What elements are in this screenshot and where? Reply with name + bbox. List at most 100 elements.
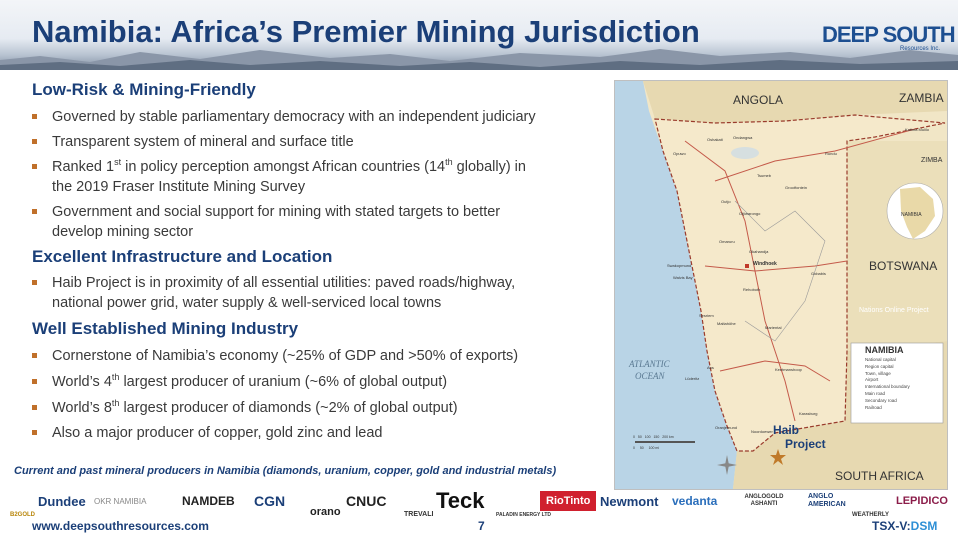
logo-b2gold: B2GOLD xyxy=(10,512,36,518)
map-legend-box xyxy=(850,342,944,424)
logo-okr-namibia: OKR NAMIBIA xyxy=(94,496,147,506)
legend-item: National capital xyxy=(865,357,896,362)
scale-labels-km: 0 50 100 150 200 km xyxy=(633,435,674,439)
header-banner: Namibia: Africa’s Premier Mining Jurisdi… xyxy=(0,0,958,70)
secondary-road xyxy=(734,200,826,342)
legend-item: Railroad xyxy=(865,404,882,410)
logo-lepidico: LEPIDICO xyxy=(896,495,948,507)
haib-project-star-icon xyxy=(770,449,786,465)
logo-orano: orano xyxy=(310,506,341,518)
logo-teck: Teck xyxy=(436,488,485,513)
angola-region xyxy=(643,81,947,123)
bullet-text: Ranked 1st in policy perception amongst … xyxy=(52,157,526,175)
legend-item: Airport xyxy=(865,377,879,383)
company-logo-sub: Resources Inc. xyxy=(900,46,941,52)
city-label: Rundu xyxy=(825,151,837,156)
logo-cgn: CGN xyxy=(254,493,286,509)
city-label: Okahandja xyxy=(749,249,769,254)
city-label: Oshakati xyxy=(707,137,723,142)
city-label: Rehoboth xyxy=(743,287,761,292)
bullet-marker xyxy=(32,164,37,169)
bullet-marker xyxy=(32,139,37,144)
label-south-africa: SOUTH AFRICA xyxy=(835,469,924,483)
label-angola: ANGOLA xyxy=(733,93,784,107)
legend-title: NAMIBIA xyxy=(865,345,904,355)
logo-weatherly: WEATHERLY xyxy=(852,512,890,518)
company-logo: DEEP SOUTH xyxy=(822,22,956,47)
city-label: Ondangwa xyxy=(733,135,753,140)
logo-anglogold: ANGLOGOLD ASHANTI xyxy=(744,494,784,507)
label-project: Project xyxy=(785,437,826,451)
bullet-text: Government and social support for mining… xyxy=(52,204,501,220)
compass-rose-icon xyxy=(717,455,737,475)
legend-list: National capital Region capital Town, vi… xyxy=(865,357,910,411)
logo-riotinto: RioTinto xyxy=(540,491,597,511)
city-label: Grootfontein xyxy=(785,185,808,190)
bullet-text: World’s 8th largest producer of diamonds… xyxy=(52,398,458,416)
producers-caption: Current and past mineral producers in Na… xyxy=(14,465,557,477)
legend-item: Main road xyxy=(865,390,886,396)
main-road xyxy=(714,128,916,182)
scale-bar xyxy=(635,441,695,443)
label-zambia: ZAMBIA xyxy=(899,91,944,105)
stock-ticker: TSX-V:DSM xyxy=(872,519,938,533)
city-label: Keetmanshoop xyxy=(775,367,802,372)
atlantic-ocean xyxy=(615,81,737,489)
botswana-region xyxy=(847,141,947,351)
city-label: Outjo xyxy=(721,199,731,204)
bullet-marker xyxy=(32,280,37,285)
etosha-pan xyxy=(731,147,759,159)
label-ocean: OCEAN xyxy=(635,371,665,381)
main-road xyxy=(704,260,848,272)
bullet-marker xyxy=(32,405,37,410)
label-atlantic: ATLANTIC xyxy=(629,359,670,369)
page-number: 7 xyxy=(478,519,485,533)
city-label: Oranjemund xyxy=(715,425,738,430)
city-label: Omaruru xyxy=(719,239,735,244)
city-label: Mariental xyxy=(765,325,782,330)
africa-shape xyxy=(900,187,935,239)
city-label: Otjiwarongo xyxy=(739,211,761,216)
producer-logos-row: B2GOLD Dundee OKR NAMIBIA NAMDEB CGN ora… xyxy=(10,484,958,518)
city-label: Lüderitz xyxy=(685,376,700,381)
city-label: Windhoek xyxy=(753,261,777,267)
bullet-text: Haib Project is in proximity of all esse… xyxy=(52,275,516,291)
mountain-silhouette xyxy=(0,49,958,70)
map-watermark: Nations Online Project xyxy=(859,307,929,314)
city-label: Tsumeb xyxy=(757,173,772,178)
logo-anglo-american: ANGLO AMERICAN xyxy=(808,493,846,508)
section-heading-mining-industry: Well Established Mining Industry xyxy=(32,319,299,338)
legend-item: Town, village xyxy=(865,370,891,376)
bullet-text: World’s 4th largest producer of uranium … xyxy=(52,372,448,390)
bullet-marker xyxy=(32,430,37,435)
website-link[interactable]: www.deepsouthresources.com xyxy=(32,519,209,533)
page-title: Namibia: Africa’s Premier Mining Jurisdi… xyxy=(32,14,700,49)
city-label: Katima Mulilo xyxy=(905,127,930,132)
city-label: Noordoewer xyxy=(751,429,773,434)
bullet-text: the 2019 Fraser Institute Mining Survey xyxy=(52,179,306,195)
bullet-text: Cornerstone of Namibia’s economy (~25% o… xyxy=(52,348,519,364)
bullet-text: national power grid, water supply & well… xyxy=(52,295,442,311)
bullet-text: Governed by stable parliamentary democra… xyxy=(52,109,536,125)
capital-marker-icon xyxy=(745,264,749,268)
logo-paladin: PALADIN ENERGY LTD xyxy=(496,512,552,518)
logo-trevali: TREVALI xyxy=(404,511,434,518)
bullet-marker xyxy=(32,353,37,358)
label-haib: Haib xyxy=(773,423,800,437)
map-graphic xyxy=(615,81,947,489)
legend-item: Secondary road xyxy=(865,397,897,403)
city-label: Walvis Bay xyxy=(673,275,693,280)
namibia-map: ANGOLA ZAMBIA ZIMBA BOTSWANA SOUTH AFRIC… xyxy=(614,80,948,490)
legend-item: Region capital xyxy=(865,363,894,369)
logo-namdeb: NAMDEB xyxy=(182,494,235,508)
bullet-text: Also a major producer of copper, gold zi… xyxy=(52,425,383,441)
scale-labels-mi: 0 50 100 mi xyxy=(633,446,660,450)
logo-newmont: Newmont xyxy=(600,493,659,509)
legend-item: International boundary xyxy=(865,384,910,390)
label-zimbabwe: ZIMBA xyxy=(921,157,943,164)
city-label: Swakopmund xyxy=(667,263,692,268)
bullet-marker xyxy=(32,379,37,384)
city-label: Aus xyxy=(707,365,714,370)
bullet-marker xyxy=(32,114,37,119)
bullet-text: develop mining sector xyxy=(52,224,194,240)
